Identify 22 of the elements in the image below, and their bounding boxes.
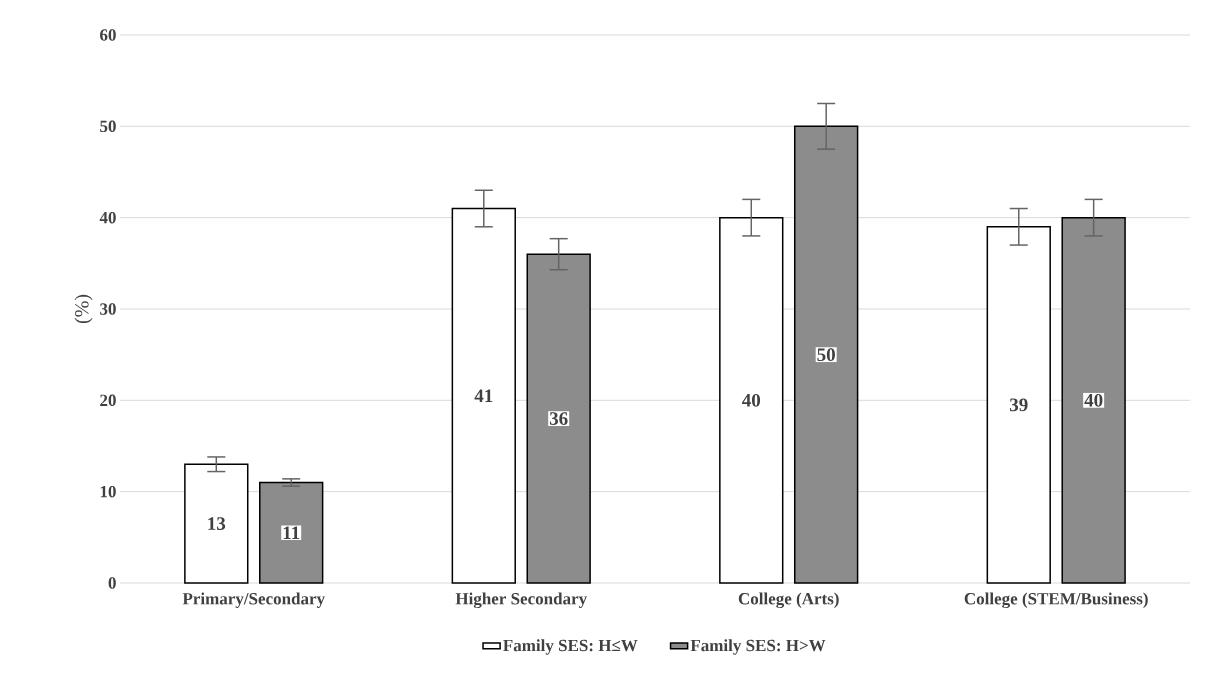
data-label: 40 (1084, 393, 1103, 407)
data-label: 40 (742, 393, 761, 407)
y-tick-label: 10 (100, 485, 116, 498)
y-tick-label: 40 (99, 211, 116, 224)
data-label: 41 (474, 389, 493, 403)
x-tick-label: Higher Secondary (455, 592, 587, 609)
x-tick-label: College (STEM/Business) (964, 592, 1148, 609)
y-tick-label: 30 (100, 303, 116, 315)
x-tick-label: Primary/Secondary (182, 592, 325, 608)
legend-label: Family SES: H≤W (503, 639, 638, 655)
data-label: 50 (817, 348, 835, 362)
y-axis-title: (%) (74, 294, 93, 324)
data-label: 11 (283, 526, 300, 540)
data-label: 36 (549, 412, 568, 425)
legend-label: Family SES: H>W (690, 639, 826, 655)
y-tick-label: 0 (108, 577, 116, 589)
data-label: 39 (1009, 398, 1028, 412)
x-tick-label: College (Arts) (738, 592, 839, 609)
y-tick-label: 20 (100, 394, 116, 407)
y-tick-label: 50 (100, 120, 116, 133)
data-label: 13 (208, 517, 226, 531)
y-tick-label: 60 (100, 29, 116, 41)
